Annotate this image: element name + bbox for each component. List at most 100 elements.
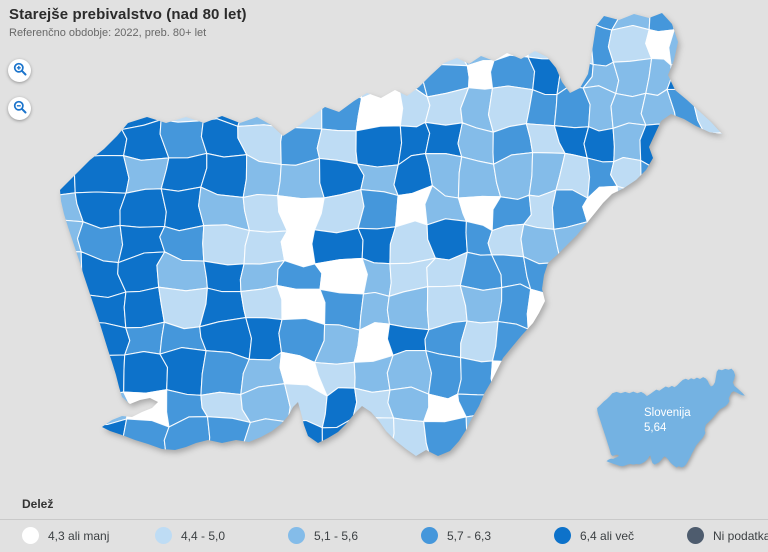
municipality-region[interactable] — [28, 421, 83, 453]
municipality-region[interactable] — [32, 89, 87, 130]
municipality-region[interactable] — [492, 416, 529, 460]
municipality-region[interactable] — [396, 62, 428, 98]
municipality-region[interactable] — [459, 285, 503, 324]
municipality-region[interactable] — [37, 53, 82, 95]
municipality-region[interactable] — [424, 121, 463, 158]
municipality-region[interactable] — [202, 224, 250, 266]
municipality-region[interactable] — [123, 286, 165, 329]
municipality-region[interactable] — [555, 329, 598, 363]
municipality-region[interactable] — [314, 0, 365, 34]
municipality-region[interactable] — [198, 57, 248, 94]
municipality-region[interactable] — [314, 257, 368, 295]
municipality-region[interactable] — [671, 189, 702, 226]
municipality-region[interactable] — [160, 88, 210, 123]
municipality-region[interactable] — [554, 0, 593, 32]
municipality-region[interactable] — [314, 21, 365, 67]
municipality-region[interactable] — [240, 285, 283, 321]
municipality-region[interactable] — [647, 319, 680, 357]
municipality-region[interactable] — [355, 125, 403, 168]
municipality-region[interactable] — [669, 319, 701, 356]
municipality-region[interactable] — [489, 54, 536, 91]
municipality-region[interactable] — [553, 19, 594, 66]
municipality-region[interactable] — [691, 58, 726, 100]
municipality-region[interactable] — [155, 55, 207, 94]
municipality-region[interactable] — [112, 55, 162, 90]
municipality-region[interactable] — [553, 288, 594, 334]
municipality-region[interactable] — [553, 221, 596, 263]
municipality-region[interactable] — [586, 253, 626, 292]
municipality-region[interactable] — [716, 192, 748, 226]
municipality-region[interactable] — [28, 392, 82, 428]
municipality-region[interactable] — [526, 288, 558, 334]
municipality-region[interactable] — [720, 0, 748, 33]
municipality-region[interactable] — [645, 283, 677, 325]
municipality-region[interactable] — [726, 27, 754, 67]
municipality-region[interactable] — [289, 459, 326, 490]
municipality-region[interactable] — [353, 21, 398, 64]
municipality-region[interactable] — [119, 188, 167, 228]
municipality-region[interactable] — [526, 449, 566, 490]
municipality-region[interactable] — [80, 86, 123, 131]
municipality-region[interactable] — [583, 126, 615, 163]
municipality-region[interactable] — [718, 87, 747, 136]
municipality-region[interactable] — [645, 0, 678, 33]
municipality-region[interactable] — [123, 351, 169, 394]
municipality-region[interactable] — [583, 0, 619, 31]
municipality-region[interactable] — [72, 321, 131, 361]
municipality-region[interactable] — [355, 86, 404, 132]
municipality-region[interactable] — [640, 159, 673, 198]
municipality-region[interactable] — [694, 26, 731, 67]
municipality-region[interactable] — [319, 288, 365, 331]
slovenia-choropleth-map[interactable] — [0, 0, 768, 505]
municipality-region[interactable] — [716, 252, 754, 296]
municipality-region[interactable] — [489, 0, 529, 30]
municipality-region[interactable] — [617, 250, 653, 289]
municipality-region[interactable] — [237, 86, 285, 128]
municipality-region[interactable] — [717, 320, 752, 363]
municipality-region[interactable] — [496, 452, 530, 489]
municipality-region[interactable] — [613, 323, 653, 362]
municipality-region[interactable] — [692, 320, 722, 356]
municipality-region[interactable] — [617, 221, 651, 257]
municipality-region[interactable] — [243, 418, 290, 459]
municipality-region[interactable] — [279, 61, 327, 95]
municipality-region[interactable] — [520, 0, 560, 32]
municipality-region[interactable] — [395, 25, 432, 69]
municipality-region[interactable] — [202, 86, 246, 127]
municipality-region[interactable] — [115, 452, 168, 493]
municipality-region[interactable] — [280, 25, 325, 67]
municipality-region[interactable] — [523, 27, 558, 60]
municipality-region[interactable] — [203, 260, 245, 293]
municipality-region[interactable] — [73, 451, 122, 489]
municipality-region[interactable] — [357, 189, 399, 230]
municipality-region[interactable] — [352, 387, 395, 419]
municipality-region[interactable] — [283, 419, 323, 464]
municipality-region[interactable] — [76, 64, 121, 94]
municipality-region[interactable] — [669, 258, 696, 292]
municipality-region[interactable] — [28, 317, 77, 361]
municipality-region[interactable] — [321, 86, 363, 132]
municipality-region[interactable] — [73, 120, 128, 158]
zoom-in-button[interactable] — [8, 59, 31, 82]
municipality-region[interactable] — [490, 354, 532, 400]
municipality-region[interactable] — [692, 260, 721, 292]
municipality-region[interactable] — [37, 450, 83, 490]
municipality-region[interactable] — [555, 384, 595, 427]
municipality-region[interactable] — [244, 454, 290, 494]
municipality-region[interactable] — [586, 219, 622, 258]
municipality-region[interactable] — [277, 157, 325, 200]
municipality-region[interactable] — [727, 132, 751, 163]
municipality-region[interactable] — [614, 286, 652, 330]
municipality-region[interactable] — [356, 457, 397, 493]
municipality-region[interactable] — [159, 119, 208, 159]
municipality-region[interactable] — [527, 386, 563, 429]
municipality-region[interactable] — [280, 0, 324, 34]
municipality-region[interactable] — [387, 386, 430, 423]
municipality-region[interactable] — [667, 127, 705, 165]
municipality-region[interactable] — [76, 418, 128, 456]
municipality-region[interactable] — [491, 320, 529, 363]
municipality-region[interactable] — [457, 455, 501, 489]
municipality-region[interactable] — [717, 156, 748, 199]
municipality-region[interactable] — [422, 0, 464, 27]
municipality-region[interactable] — [30, 350, 74, 397]
